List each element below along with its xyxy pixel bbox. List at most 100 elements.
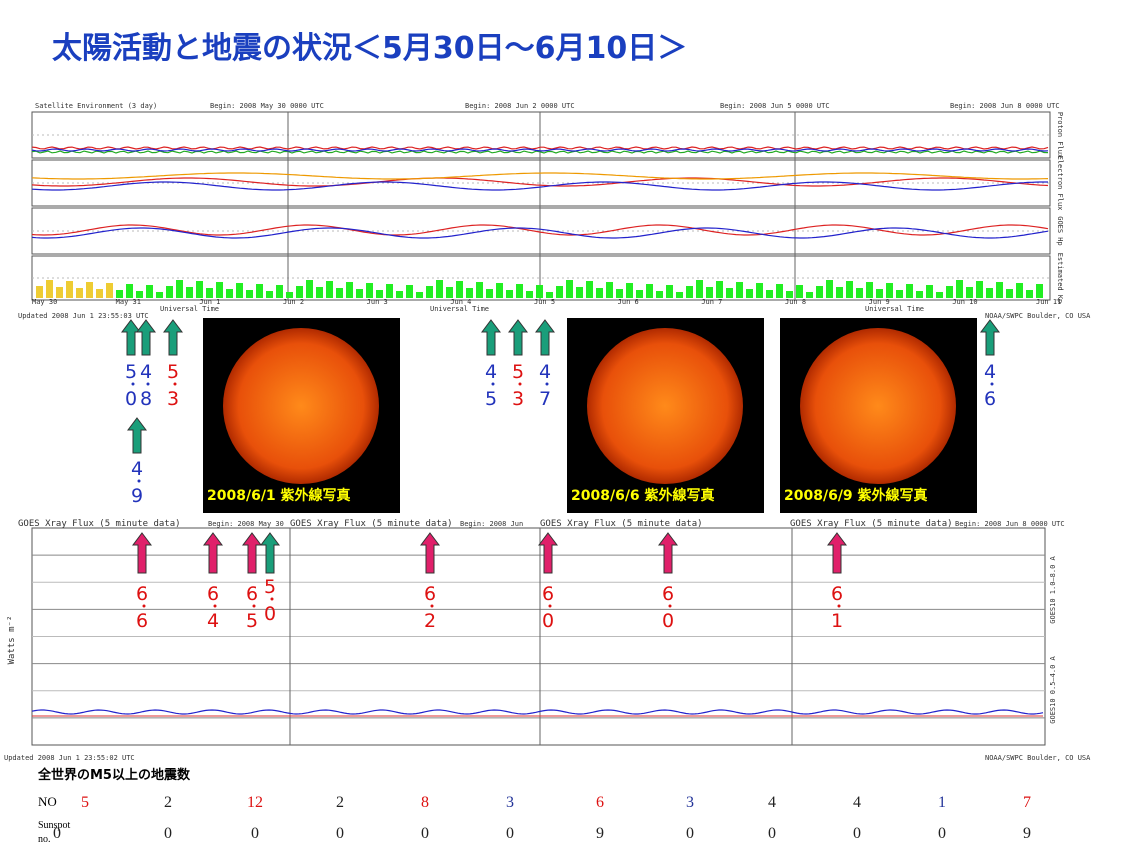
kp-bar	[936, 292, 943, 298]
kp-bar	[846, 281, 853, 298]
kp-bar	[666, 285, 673, 298]
panel-header: Begin: 2008 Jun 8 0000 UTC	[950, 102, 1060, 110]
kp-bar	[256, 284, 263, 298]
earthquake-count: 2	[336, 794, 344, 811]
kp-bar	[646, 284, 653, 298]
sunspot-count: 0	[938, 825, 946, 842]
kp-bar	[506, 290, 513, 298]
date-label: Jun 6	[618, 298, 639, 306]
kp-bar	[426, 286, 433, 298]
sun-caption: 2008/6/9 紫外線写真	[784, 487, 928, 504]
date-label: Jun 8	[785, 298, 806, 306]
sun	[223, 328, 379, 484]
sunspot-count: 0	[53, 825, 61, 842]
kp-bar	[106, 283, 113, 298]
kp-bar	[336, 288, 343, 298]
sunspot-count: 0	[506, 825, 514, 842]
kp-bar	[926, 285, 933, 298]
earthquake-count: 3	[686, 794, 694, 811]
trace	[31, 172, 1049, 180]
kp-bar	[516, 284, 523, 298]
sunspot-count: 0	[421, 825, 429, 842]
kp-bar	[496, 283, 503, 298]
kp-bar	[956, 280, 963, 298]
earthquake-count: 4	[768, 794, 776, 811]
kp-bar	[886, 283, 893, 298]
y-label: Watts m⁻²	[7, 616, 17, 665]
kp-bar	[1036, 284, 1043, 298]
kp-bar	[946, 286, 953, 298]
dot	[252, 604, 256, 608]
kp-bar	[326, 281, 333, 298]
kp-bar	[466, 288, 473, 298]
kp-bar	[716, 281, 723, 298]
kp-bar	[116, 290, 123, 298]
kp-bar	[206, 288, 213, 298]
kp-bar	[266, 291, 273, 298]
table: 全世界のM5以上の地震数 NO Sunspot no. 5 0 2 0 12 0 2 0 8 0 3 0 6 9 3…	[37, 767, 1031, 845]
axis-label: Universal Time	[865, 305, 924, 313]
kp-bar	[786, 291, 793, 298]
panel-frame	[31, 159, 1051, 207]
sunspot-count: 9	[596, 825, 604, 842]
trace	[31, 177, 1049, 187]
kp-bar	[296, 286, 303, 298]
xray-header: GOES Xray Flux (5 minute data)	[790, 519, 953, 529]
kp-bar	[596, 288, 603, 298]
kp-bar	[766, 290, 773, 298]
arrow	[163, 319, 183, 356]
arrow	[827, 532, 847, 574]
kp-bar	[176, 280, 183, 298]
kp-bar	[616, 289, 623, 298]
arrow	[508, 319, 528, 356]
arrow	[481, 319, 501, 356]
kp-bar	[486, 289, 493, 298]
arrow	[203, 532, 223, 574]
arrow	[658, 532, 678, 574]
trace	[31, 146, 1049, 150]
side-label: Proton Flux	[1056, 112, 1064, 158]
kp-bar	[836, 287, 843, 298]
kp-bar	[686, 286, 693, 298]
kp-bar	[216, 282, 223, 298]
sun	[800, 328, 956, 484]
xray-begin: Begin: 2008 May 30	[208, 520, 284, 528]
earthquake-count: 1	[938, 794, 946, 811]
trace	[31, 227, 1049, 239]
kp-bar	[966, 287, 973, 298]
arrow	[127, 417, 147, 454]
kp-bar	[276, 285, 283, 298]
panel-header: Begin: 2008 Jun 2 0000 UTC	[465, 102, 575, 110]
date-label: Jun 5	[534, 298, 555, 306]
kp-bar	[416, 292, 423, 298]
kp-bar	[196, 281, 203, 298]
right-label: GOES10 0.5–4.0 A	[1049, 656, 1057, 724]
dot	[430, 604, 434, 608]
sun-caption: 2008/6/1 紫外線写真	[207, 487, 351, 504]
kp-bar	[696, 280, 703, 298]
kp-bar	[396, 291, 403, 298]
dot	[518, 382, 522, 386]
dot	[990, 382, 994, 386]
dot	[137, 479, 141, 483]
kp-bar	[736, 282, 743, 298]
date-label: May 31	[116, 298, 141, 306]
panel-header: Satellite Environment (3 day)	[35, 102, 157, 110]
sunspot-count: 9	[1023, 825, 1031, 842]
kp-bar	[906, 284, 913, 298]
kp-bar	[316, 287, 323, 298]
kp-bar	[446, 287, 453, 298]
kp-bar	[436, 280, 443, 298]
earthquake-count: 12	[247, 794, 263, 811]
kp-bar	[746, 289, 753, 298]
arrow	[535, 319, 555, 356]
arrow	[980, 319, 1000, 356]
kp-bar	[306, 280, 313, 298]
axis-label: Universal Time	[430, 305, 489, 313]
dot	[837, 604, 841, 608]
xray-header: GOES Xray Flux (5 minute data)	[290, 519, 453, 529]
